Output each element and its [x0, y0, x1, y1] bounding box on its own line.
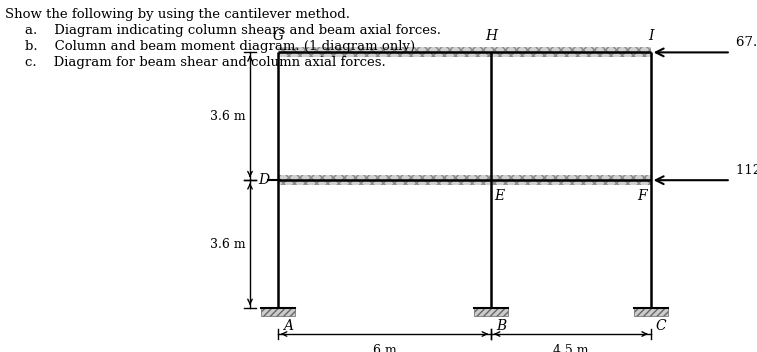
Text: I: I: [648, 30, 653, 43]
Text: a.    Diagram indicating column shears and beam axial forces.: a. Diagram indicating column shears and …: [25, 24, 441, 37]
Text: F: F: [637, 189, 646, 203]
Text: 6 m: 6 m: [372, 344, 397, 352]
Bar: [278, 48, 651, 57]
Text: E: E: [494, 189, 504, 203]
Bar: [278, 175, 651, 185]
Text: G: G: [273, 30, 284, 43]
Text: 67.5 kN: 67.5 kN: [736, 36, 757, 49]
Text: B: B: [496, 319, 506, 333]
Text: 112.5 kN: 112.5 kN: [736, 164, 757, 177]
Bar: [261, 308, 295, 316]
Text: Show the following by using the cantilever method.: Show the following by using the cantilev…: [5, 8, 350, 21]
Text: H: H: [485, 30, 497, 43]
Text: D: D: [258, 173, 269, 187]
Bar: [634, 308, 668, 316]
Text: c.    Diagram for beam shear and column axial forces.: c. Diagram for beam shear and column axi…: [25, 56, 386, 69]
Text: 3.6 m: 3.6 m: [210, 110, 246, 123]
Text: 4.5 m: 4.5 m: [553, 344, 589, 352]
Text: 3.6 m: 3.6 m: [210, 238, 246, 251]
Text: A: A: [283, 319, 293, 333]
Text: b.    Column and beam moment diagram. (1 diagram only): b. Column and beam moment diagram. (1 di…: [25, 40, 415, 53]
Text: C: C: [656, 319, 666, 333]
Bar: [474, 308, 508, 316]
